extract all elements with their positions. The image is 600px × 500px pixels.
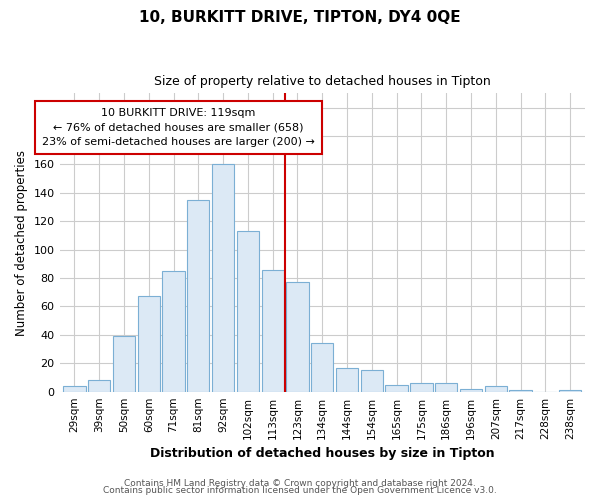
Bar xyxy=(137,296,160,392)
Bar xyxy=(237,231,259,392)
Bar xyxy=(286,282,308,392)
Bar xyxy=(460,389,482,392)
Bar xyxy=(187,200,209,392)
Bar xyxy=(336,368,358,392)
Bar xyxy=(485,386,507,392)
Y-axis label: Number of detached properties: Number of detached properties xyxy=(15,150,28,336)
Bar xyxy=(311,344,334,392)
Bar xyxy=(88,380,110,392)
Bar xyxy=(113,336,135,392)
Bar xyxy=(262,270,284,392)
Text: 10, BURKITT DRIVE, TIPTON, DY4 0QE: 10, BURKITT DRIVE, TIPTON, DY4 0QE xyxy=(139,10,461,25)
Bar xyxy=(361,370,383,392)
Text: Contains HM Land Registry data © Crown copyright and database right 2024.: Contains HM Land Registry data © Crown c… xyxy=(124,478,476,488)
Bar xyxy=(63,386,86,392)
X-axis label: Distribution of detached houses by size in Tipton: Distribution of detached houses by size … xyxy=(150,447,494,460)
Bar xyxy=(410,383,433,392)
Bar xyxy=(559,390,581,392)
Text: 10 BURKITT DRIVE: 119sqm
← 76% of detached houses are smaller (658)
23% of semi-: 10 BURKITT DRIVE: 119sqm ← 76% of detach… xyxy=(42,108,315,147)
Title: Size of property relative to detached houses in Tipton: Size of property relative to detached ho… xyxy=(154,75,491,88)
Bar xyxy=(435,383,457,392)
Bar xyxy=(385,384,408,392)
Bar xyxy=(163,271,185,392)
Text: Contains public sector information licensed under the Open Government Licence v3: Contains public sector information licen… xyxy=(103,486,497,495)
Bar xyxy=(212,164,234,392)
Bar xyxy=(509,390,532,392)
